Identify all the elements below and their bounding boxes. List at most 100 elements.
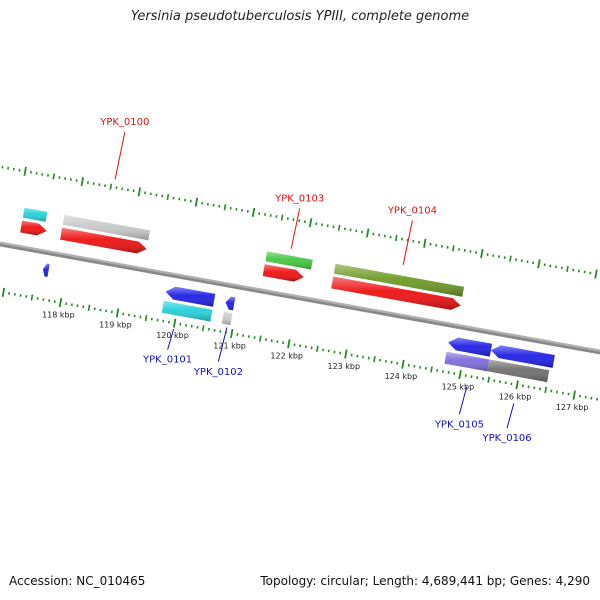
scale-label: 120 kbp <box>156 331 189 340</box>
gene-label-ypk-0105: YPK_0105 <box>434 386 484 430</box>
leader-line <box>458 386 468 415</box>
tick-mark <box>344 349 348 359</box>
tick-mark <box>430 366 433 373</box>
scale-label: 118 kbp <box>42 311 75 320</box>
tick-mark <box>166 193 170 201</box>
tick-mark <box>144 314 148 322</box>
gene-name: YPK_0100 <box>99 117 149 128</box>
accession-text: Accession: NC_010465 <box>9 574 146 588</box>
genome-backbone <box>0 241 600 355</box>
cds-feature <box>331 276 461 310</box>
gene-name: YPK_0105 <box>434 419 484 430</box>
tick-mark <box>230 328 234 339</box>
tick-mark <box>23 166 27 176</box>
gene-label-ypk-0106: YPK_0106 <box>482 403 532 444</box>
tick-mark <box>316 345 319 352</box>
cds-feature <box>20 220 47 236</box>
feature-shade <box>331 276 461 310</box>
tick-mark <box>480 248 484 259</box>
cds-feature <box>42 263 50 277</box>
tick-mark <box>52 173 56 180</box>
gene-feature <box>221 311 233 326</box>
cds-feature <box>448 337 493 357</box>
leader-line <box>506 403 515 429</box>
feature-shade <box>333 263 465 297</box>
cds-feature <box>225 296 236 311</box>
tick-mark <box>401 359 405 369</box>
feature-shade <box>444 351 490 372</box>
gene-labels: YPK_0100 YPK_0103 YPK_0104 YPK_0101YPK_0102… <box>99 117 531 444</box>
feature-shade <box>221 311 233 326</box>
tick-mark <box>509 255 512 262</box>
tick-mark <box>137 187 142 197</box>
tick-mark <box>394 235 398 242</box>
feature-shade <box>60 227 147 254</box>
tick-mark <box>544 386 548 394</box>
gene-name: YPK_0101 <box>142 355 192 366</box>
scale-label: 123 kbp <box>327 362 360 371</box>
tick-mark <box>487 376 490 383</box>
topology-text: Topology: circular; Length: 4,689,441 bp… <box>260 574 590 588</box>
tick-mark <box>30 294 34 301</box>
feature-tracks <box>20 207 555 383</box>
feature-shade <box>161 300 213 322</box>
gene-feature <box>265 251 313 270</box>
gene-label-ypk-0102: YPK_0102 <box>193 327 243 378</box>
tick-mark <box>458 369 462 380</box>
leader-line <box>167 328 175 350</box>
feature-shade <box>265 251 313 270</box>
leader-line <box>402 220 413 265</box>
leader-line <box>217 327 228 362</box>
cds-feature <box>165 286 216 307</box>
tick-mark <box>109 183 113 190</box>
feature-shade <box>42 263 50 277</box>
gene-feature <box>333 263 465 297</box>
scale-label: 121 kbp <box>213 341 246 350</box>
leader-line <box>114 132 126 180</box>
tick-mark <box>80 177 84 187</box>
feature-shade <box>448 337 493 357</box>
tick-marks <box>1 165 599 401</box>
tick-mark <box>537 259 541 269</box>
gene-name: YPK_0102 <box>193 367 243 378</box>
scale-labels: 118 kbp 119 kbp 120 kbp 121 kbp 122 kbp 123 k… <box>42 311 588 412</box>
gene-name: YPK_0103 <box>274 193 324 204</box>
gene-feature <box>22 207 48 222</box>
scale-label: 119 kbp <box>99 321 132 330</box>
feature-shade <box>491 345 555 368</box>
feature-shade <box>165 286 216 307</box>
tick-mark <box>366 228 370 238</box>
feature-shade <box>262 264 304 282</box>
gene-name: YPK_0106 <box>482 433 532 444</box>
leader-line <box>290 208 301 249</box>
tick-mark <box>515 380 519 390</box>
cds-feature <box>60 227 147 254</box>
tick-mark <box>258 335 262 342</box>
tick-mark <box>201 325 205 332</box>
scale-label: 124 kbp <box>385 372 418 381</box>
feature-shade <box>20 220 47 236</box>
cds-feature <box>491 345 555 368</box>
feature-shade <box>487 359 550 383</box>
gene-label-ypk-0103: YPK_0103 <box>274 193 324 249</box>
map-title: Yersinia pseudotuberculosis YPIII, compl… <box>130 9 470 24</box>
tick-mark <box>58 298 63 308</box>
gene-feature <box>62 215 151 241</box>
scale-label: 125 kbp <box>442 382 475 391</box>
gene-feature <box>487 359 550 383</box>
gene-name: YPK_0104 <box>387 206 437 217</box>
tick-mark <box>423 238 427 248</box>
tick-mark <box>566 265 569 273</box>
tick-mark <box>373 356 376 363</box>
backbone-core <box>0 243 600 355</box>
scale-label: 122 kbp <box>270 352 303 361</box>
scale-label: 126 kbp <box>499 393 532 402</box>
gene-label-ypk-0100: YPK_0100 <box>99 117 149 180</box>
tick-mark <box>223 204 227 211</box>
gene-feature <box>444 351 490 372</box>
tick-mark <box>172 318 177 328</box>
tick-mark <box>251 207 256 218</box>
tick-mark <box>287 339 291 349</box>
gene-feature <box>161 300 213 322</box>
